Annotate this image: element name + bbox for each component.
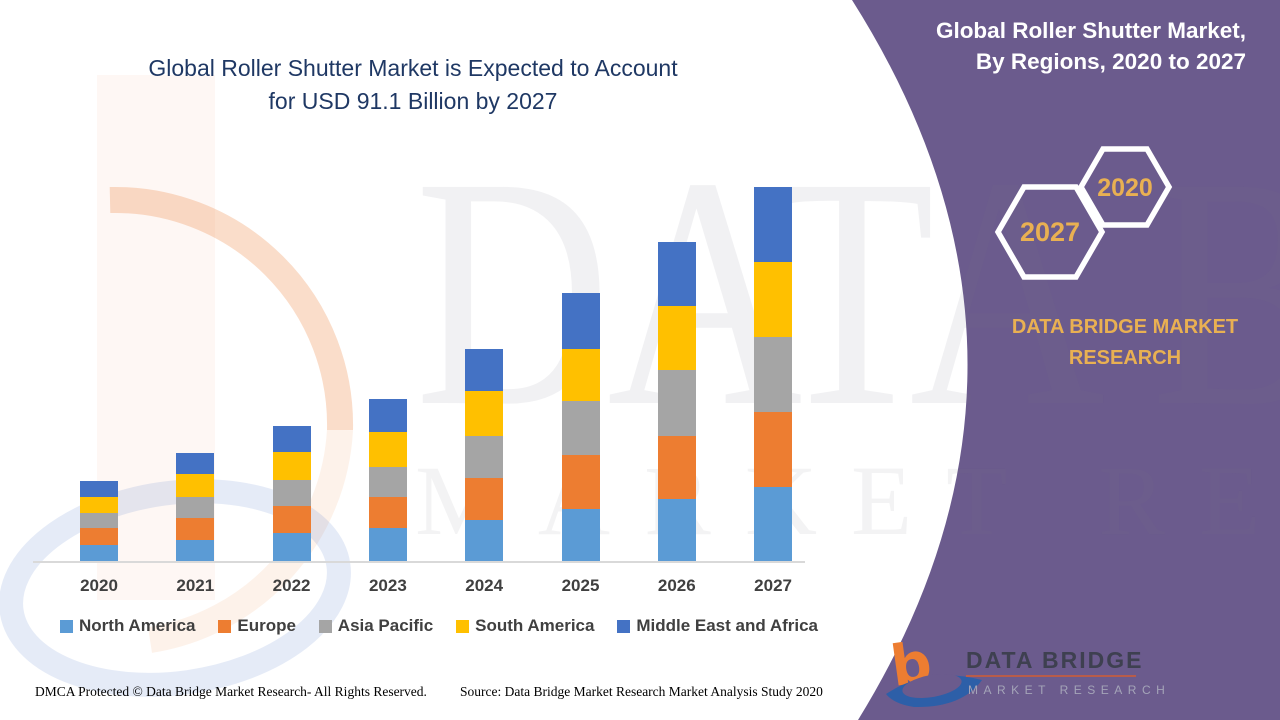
hexagon-2027 <box>994 184 1106 280</box>
legend-swatch-icon <box>318 619 332 633</box>
brand-text: DATA BRIDGE MARKET RESEARCH <box>995 312 1255 374</box>
bar-segment-2026-south-america <box>657 305 696 370</box>
bar-segment-2020-asia-pacific <box>80 512 118 528</box>
bar-segment-2026-asia-pacific <box>657 369 696 436</box>
legend-label: North America <box>79 616 196 635</box>
bar-segment-2027-asia-pacific <box>754 336 793 412</box>
bar-segment-2021-middle-east-and-africa <box>176 453 215 475</box>
purple-panel-shape <box>852 0 1280 720</box>
x-axis-label-2025: 2025 <box>561 576 600 595</box>
bar-segment-2020-north-america <box>80 545 118 561</box>
panel-heading-line1: Global Roller Shutter Market, <box>935 18 1246 43</box>
bar-segment-2021-asia-pacific <box>176 497 215 518</box>
panel-heading-line2: By Regions, 2020 to 2027 <box>975 49 1246 74</box>
logo-tagline: MARKET RESEARCH <box>968 683 1170 697</box>
bar-segment-2021-north-america <box>176 540 215 561</box>
bar-segment-2022-south-america <box>272 451 311 480</box>
bar-segment-2024-north-america <box>465 520 504 561</box>
bar-segment-2027-south-america <box>754 261 793 337</box>
bar-segment-2023-middle-east-and-africa <box>368 399 407 433</box>
chart-title-line2: for USD 91.1 Billion by 2027 <box>268 88 558 114</box>
bar-segment-2025-asia-pacific <box>561 400 600 456</box>
x-axis-line <box>33 561 805 563</box>
legend-swatch-icon <box>456 619 470 633</box>
legend-item-north-america: North America <box>60 616 196 636</box>
bar-segment-2021-europe <box>176 517 215 541</box>
bar-segment-2022-north-america <box>272 533 311 561</box>
legend-item-south-america: South America <box>456 616 594 636</box>
legend-label: Asia Pacific <box>337 616 434 635</box>
x-axis-label-2022: 2022 <box>272 576 311 595</box>
bar-segment-2027-europe <box>754 411 793 487</box>
logo-swoosh-cutout <box>902 673 962 699</box>
x-axis-label-2023: 2023 <box>368 576 407 595</box>
legend-item-asia-pacific: Asia Pacific <box>318 616 434 636</box>
x-axis-label-2024: 2024 <box>465 576 504 595</box>
source-note: Source: Data Bridge Market Research Mark… <box>460 684 823 699</box>
bar-segment-2021-south-america <box>176 474 215 498</box>
x-axis-label-2021: 2021 <box>176 576 215 595</box>
brand-text-line1: DATA BRIDGE MARKET <box>1011 316 1239 338</box>
bar-segment-2025-north-america <box>561 508 600 561</box>
chart-legend: North America Europe Asia Pacific South Ame… <box>60 616 818 636</box>
bar-segment-2025-europe <box>561 455 600 509</box>
legend-item-europe: Europe <box>218 616 296 636</box>
bar-segment-2023-south-america <box>368 432 407 467</box>
bar-segment-2020-europe <box>80 527 118 545</box>
legend-swatch-icon <box>60 619 73 633</box>
bar-segment-2020-middle-east-and-africa <box>80 481 118 498</box>
chart-title: Global Roller Shutter Market is Expected… <box>75 52 751 118</box>
x-axis-label-2020: 2020 <box>80 576 118 595</box>
legend-label: South America <box>475 616 595 635</box>
panel-heading: Global Roller Shutter Market, By Regions… <box>846 15 1246 77</box>
brand-text-line2: RESEARCH <box>1068 347 1182 369</box>
bar-segment-2026-middle-east-and-africa <box>657 241 696 306</box>
logo-wordmark: DATA BRIDGE <box>966 647 1143 673</box>
bar-segment-2027-middle-east-and-africa <box>754 187 793 262</box>
bar-segment-2022-asia-pacific <box>272 479 311 507</box>
hexagon-2020 <box>1077 146 1173 228</box>
bar-segment-2023-asia-pacific <box>368 466 407 497</box>
bar-segment-2024-middle-east-and-africa <box>465 349 504 392</box>
hexagon-2020-label: 2020 <box>1097 174 1153 202</box>
bar-segment-2022-middle-east-and-africa <box>272 425 311 452</box>
legend-swatch-icon <box>617 619 631 633</box>
legend-label: Middle East and Africa <box>636 616 818 635</box>
bar-segment-2024-south-america <box>465 391 504 436</box>
dmca-notice: DMCA Protected © Data Bridge Market Rese… <box>35 684 427 699</box>
bar-segment-2023-north-america <box>368 528 407 561</box>
bar-segment-2025-south-america <box>561 349 600 401</box>
bar-segment-2020-south-america <box>80 497 118 513</box>
chart-title-line1: Global Roller Shutter Market is Expected… <box>148 55 678 81</box>
bar-segment-2024-asia-pacific <box>465 435 504 478</box>
bar-segment-2023-europe <box>368 496 407 529</box>
bar-segment-2026-europe <box>657 435 696 499</box>
legend-swatch-icon <box>218 619 232 633</box>
bar-segment-2024-europe <box>465 477 504 521</box>
hexagon-2027-label: 2027 <box>1020 217 1080 247</box>
x-axis-label-2027: 2027 <box>754 576 793 595</box>
legend-label: Europe <box>237 616 296 635</box>
bar-segment-2025-middle-east-and-africa <box>561 293 600 350</box>
x-axis-label-2026: 2026 <box>657 576 696 595</box>
legend-item-middle-east-and-africa: Middle East and Africa <box>617 616 818 636</box>
bar-segment-2027-north-america <box>754 486 793 561</box>
data-bridge-logo: b DATA BRIDGE MARKET RESEARCH <box>886 630 1170 708</box>
year-hexagons: 2027 2020 <box>994 146 1173 280</box>
bar-segment-2022-europe <box>272 506 311 534</box>
bar-segment-2026-north-america <box>657 498 696 561</box>
